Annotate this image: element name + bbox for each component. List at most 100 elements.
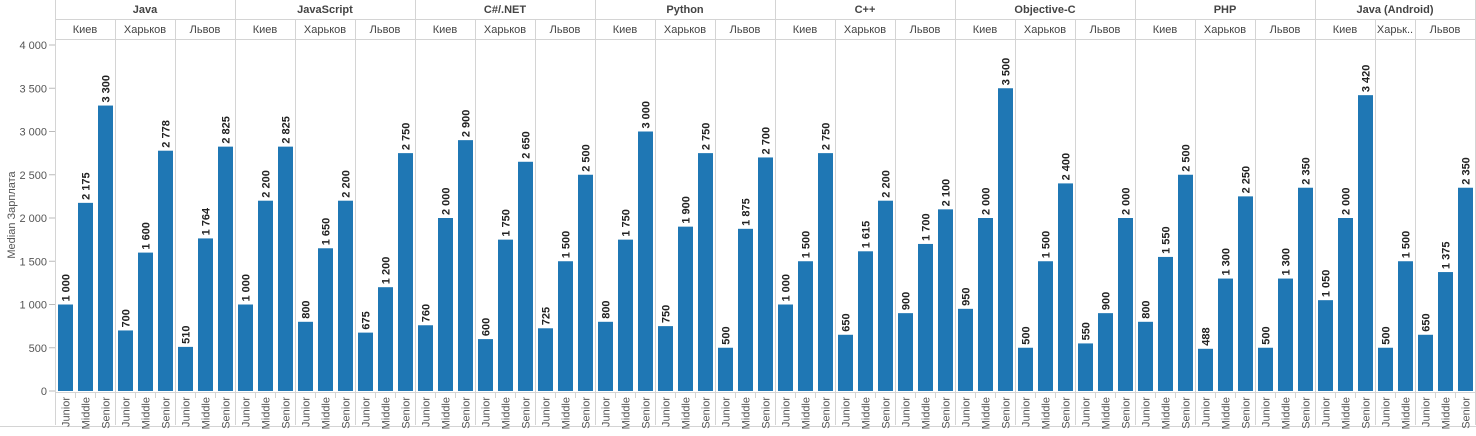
bar-value-label: 500 <box>1261 326 1273 344</box>
bar <box>918 243 933 391</box>
language-header: Java <box>133 4 158 16</box>
x-tick-label: Senior <box>1241 397 1253 429</box>
x-tick-label: Junior <box>721 397 733 427</box>
y-tick-label: 1 000 <box>19 300 47 312</box>
bar <box>278 146 293 391</box>
bar-value-label: 1 200 <box>381 257 393 285</box>
bar <box>1218 278 1233 391</box>
bar <box>118 330 133 391</box>
y-tick-label: 2 000 <box>19 213 47 225</box>
bar <box>1278 278 1293 391</box>
bar <box>1178 174 1193 391</box>
y-tick-label: 500 <box>29 343 47 355</box>
x-tick-label: Middle <box>921 397 933 429</box>
bar-value-label: 2 825 <box>221 116 233 144</box>
x-tick-label: Junior <box>181 397 193 427</box>
x-tick-label: Senior <box>281 397 293 429</box>
bar-value-label: 1 600 <box>141 222 153 250</box>
bar-value-label: 500 <box>1021 326 1033 344</box>
bar <box>618 239 633 391</box>
x-tick-label: Junior <box>901 397 913 427</box>
x-tick-label: Middle <box>1441 397 1453 429</box>
y-tick-label: 2 500 <box>19 170 47 182</box>
x-tick-label: Senior <box>221 397 233 429</box>
bar-value-label: 1 700 <box>921 213 933 241</box>
x-tick-label: Senior <box>881 397 893 429</box>
x-tick-label: Senior <box>1301 397 1313 429</box>
x-tick-label: Middle <box>1101 397 1113 429</box>
x-tick-label: Middle <box>81 397 93 429</box>
language-header: C++ <box>855 4 876 16</box>
city-header: Львов <box>1430 24 1461 36</box>
bar <box>1098 313 1113 391</box>
bar-value-label: 1 764 <box>201 207 213 235</box>
bar-value-label: 1 500 <box>801 231 813 259</box>
x-tick-label: Senior <box>1461 397 1473 429</box>
y-tick-label: 1 500 <box>19 256 47 268</box>
x-tick-label: Senior <box>821 397 833 429</box>
city-header: Харьков <box>124 24 166 36</box>
bar <box>658 326 673 391</box>
x-tick-label: Senior <box>941 397 953 429</box>
bar-value-label: 800 <box>301 300 313 318</box>
x-tick-label: Senior <box>1001 397 1013 429</box>
x-tick-label: Middle <box>801 397 813 429</box>
x-tick-label: Senior <box>1121 397 1133 429</box>
bar <box>1238 196 1253 391</box>
bar-value-label: 2 750 <box>401 123 413 151</box>
x-tick-label: Middle <box>201 397 213 429</box>
bar <box>78 202 93 391</box>
bar <box>538 328 553 391</box>
bar-value-label: 3 420 <box>1361 65 1373 93</box>
x-tick-label: Middle <box>1041 397 1053 429</box>
bar-value-label: 550 <box>1081 322 1093 340</box>
bar <box>898 313 913 391</box>
x-tick-label: Middle <box>861 397 873 429</box>
bar-value-label: 900 <box>901 292 913 310</box>
bar <box>478 339 493 391</box>
x-tick-label: Senior <box>101 397 113 429</box>
x-tick-label: Senior <box>701 397 713 429</box>
bar-value-label: 1 750 <box>621 209 633 237</box>
bar <box>398 153 413 391</box>
city-header: Львов <box>1270 24 1301 36</box>
bar-value-label: 2 350 <box>1301 157 1313 185</box>
bar-value-label: 1 900 <box>681 196 693 224</box>
bar <box>218 146 233 391</box>
bar <box>138 252 153 391</box>
bar <box>638 131 653 391</box>
bar <box>358 332 373 391</box>
bar <box>1398 261 1413 391</box>
x-tick-label: Junior <box>361 397 373 427</box>
y-tick-label: 3 000 <box>19 127 47 139</box>
bar-value-label: 1 750 <box>501 209 513 237</box>
bar-value-label: 1 500 <box>1401 231 1413 259</box>
bar <box>818 153 833 391</box>
x-tick-label: Junior <box>241 397 253 427</box>
city-header: Киев <box>1153 24 1178 36</box>
x-tick-label: Middle <box>321 397 333 429</box>
x-tick-label: Senior <box>161 397 173 429</box>
bar-value-label: 2 250 <box>1241 166 1253 194</box>
bar <box>1198 348 1213 391</box>
bar-value-label: 2 200 <box>881 170 893 198</box>
bar-value-label: 900 <box>1101 292 1113 310</box>
language-header: Objective-C <box>1014 4 1075 16</box>
x-tick-label: Junior <box>1201 397 1213 427</box>
x-tick-label: Middle <box>441 397 453 429</box>
bar-value-label: 650 <box>1421 313 1433 331</box>
bar <box>1018 347 1033 391</box>
city-header: Киев <box>1333 24 1358 36</box>
city-header: Киев <box>613 24 638 36</box>
y-tick-label: 0 <box>41 386 47 398</box>
language-header: Python <box>666 4 704 16</box>
bar <box>598 321 613 391</box>
bar <box>1418 334 1433 391</box>
y-tick-label: 4 000 <box>19 40 47 52</box>
bar-value-label: 2 900 <box>461 110 473 138</box>
bar <box>378 287 393 391</box>
bar-value-label: 2 000 <box>1121 187 1133 215</box>
bar-value-label: 3 300 <box>101 75 113 103</box>
x-tick-label: Senior <box>341 397 353 429</box>
bar-value-label: 2 400 <box>1061 153 1073 181</box>
